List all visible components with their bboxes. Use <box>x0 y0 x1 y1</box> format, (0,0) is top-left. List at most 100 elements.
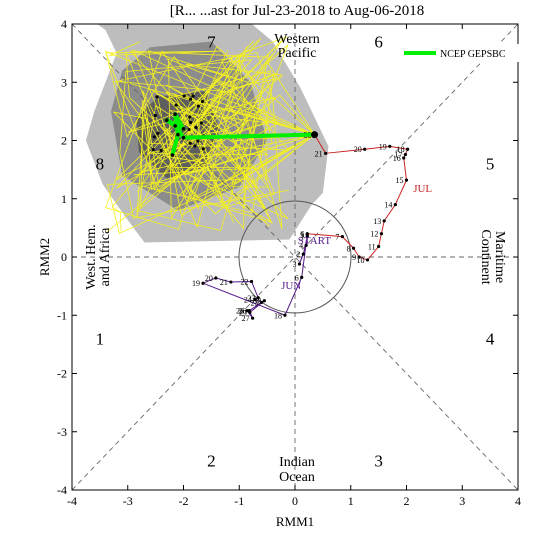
day-label: 24 <box>244 296 252 305</box>
region-right-line2: Continent <box>478 229 493 284</box>
x-tick-label: 0 <box>292 494 298 508</box>
y-tick-label: -4 <box>57 483 67 497</box>
ensemble-point <box>187 127 191 132</box>
day-label: 11 <box>368 243 376 252</box>
y-tick-label: 3 <box>61 75 67 89</box>
ensemble-member-track <box>112 102 315 224</box>
day-label: 3 <box>292 260 296 269</box>
ensemble-point <box>159 148 163 153</box>
x-tick-label: -4 <box>67 494 77 508</box>
day-label: 19 <box>379 142 387 151</box>
series-point <box>173 124 177 128</box>
ensemble-member-track <box>105 50 315 230</box>
series-point <box>305 232 309 236</box>
x-tick-label: 1 <box>348 494 354 508</box>
series-point <box>363 147 367 151</box>
phase-number-6: 6 <box>374 32 383 51</box>
ensemble-point <box>201 147 205 151</box>
ensemble-point <box>152 135 156 139</box>
series-point <box>283 313 287 317</box>
series-point <box>262 299 266 303</box>
series-point <box>301 252 305 256</box>
series-point <box>402 156 406 160</box>
x-tick-label: -2 <box>179 494 189 508</box>
region-left-line2: and Africa <box>98 227 113 286</box>
series-point <box>340 235 344 239</box>
day-label: 1 <box>300 233 304 242</box>
ensemble-point <box>155 95 159 99</box>
series-point <box>351 246 356 250</box>
series-point <box>176 132 180 137</box>
series-point <box>256 296 260 300</box>
ensemble-member-track <box>147 50 315 217</box>
month-label-jun: JUN <box>281 280 301 292</box>
day-label: 18 <box>274 311 282 320</box>
month-labels: JUN JUL START <box>281 183 432 292</box>
series-point <box>357 255 361 259</box>
ensemble-member-track <box>105 41 315 188</box>
ensemble-member-track <box>136 79 315 231</box>
phase-number-5: 5 <box>486 155 495 174</box>
y-axis-label: RMM2 <box>37 238 52 276</box>
ensemble-point <box>193 144 197 148</box>
y-tick-label: -1 <box>57 308 67 322</box>
ensemble-point <box>199 121 203 125</box>
phase-numbers: 1 2 3 4 5 6 7 8 <box>96 32 495 470</box>
legend: NCEP GEPSBC <box>398 44 524 62</box>
region-left-line1: West. Hem. <box>84 224 99 289</box>
series-point <box>253 297 257 302</box>
month-label-jul: JUL <box>413 183 432 195</box>
series-point <box>164 118 169 122</box>
day-label: 21 <box>220 278 228 287</box>
series-point <box>297 262 302 266</box>
day-label: 18 <box>397 145 405 154</box>
day-label: 19 <box>192 279 200 288</box>
day-label: 15 <box>396 176 404 185</box>
ensemble-point <box>196 139 200 143</box>
series-point <box>404 178 409 182</box>
start-label: START <box>298 235 332 247</box>
day-label: 20 <box>205 274 213 283</box>
phase-division-lines <box>71 23 519 491</box>
series-point <box>393 202 397 207</box>
series-point <box>245 308 249 313</box>
day-label: 22 <box>241 277 249 286</box>
y-tick-label: -3 <box>57 425 67 439</box>
ensemble-member-track <box>148 44 315 168</box>
ensemble-point <box>153 113 157 118</box>
day-label: 5 <box>300 231 304 240</box>
series-point <box>170 153 175 157</box>
day-label: 28 <box>236 307 244 316</box>
ensemble-point <box>194 125 198 129</box>
series-point <box>300 275 304 279</box>
ensemble-point <box>188 141 192 145</box>
day-label: 27 <box>242 314 250 323</box>
day-label: 6 <box>300 230 304 239</box>
series-point <box>304 243 308 247</box>
series-point <box>214 276 218 280</box>
chart-title: [R... ...ast for Jul-23-2018 to Aug-06-2… <box>170 3 425 19</box>
day-label: 25 <box>251 298 259 307</box>
phase-number-1: 1 <box>96 329 105 348</box>
ensemble-point <box>188 115 192 119</box>
region-top-line1: Western <box>274 32 320 47</box>
ensemble-point <box>188 97 193 101</box>
day-label: 2 <box>296 250 300 259</box>
phase-number-2: 2 <box>207 452 216 471</box>
ensemble-point <box>189 120 193 124</box>
day-label: 7 <box>335 233 339 242</box>
day-label: 29 <box>239 308 247 317</box>
ensemble-member-track <box>111 51 315 232</box>
day-label: 14 <box>384 201 392 210</box>
day-label: 23 <box>247 294 255 303</box>
ensemble-point <box>174 103 178 107</box>
series-point <box>248 310 252 314</box>
series-point <box>181 127 186 131</box>
region-labels: Western Pacific Indian Ocean West. Hem. … <box>84 32 507 485</box>
day-label: 8 <box>347 244 351 253</box>
x-tick-label: 3 <box>459 494 465 508</box>
